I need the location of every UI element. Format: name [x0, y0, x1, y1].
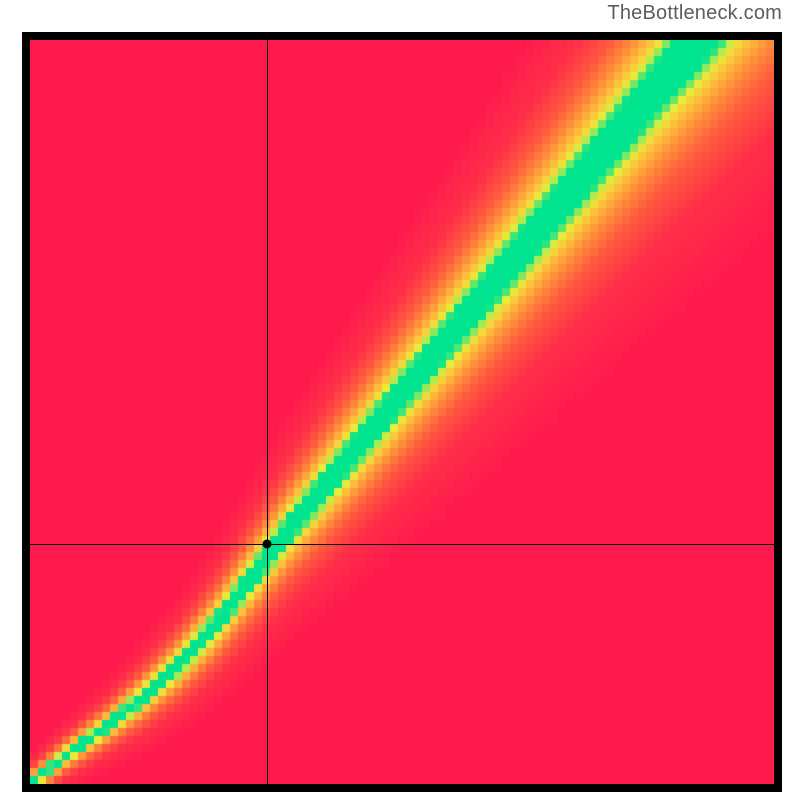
crosshair-horizontal: [30, 544, 774, 545]
selection-marker: [263, 540, 272, 549]
bottleneck-heatmap: [30, 40, 774, 784]
chart-container: TheBottleneck.com: [0, 0, 800, 800]
crosshair-vertical: [267, 40, 268, 784]
watermark-text: TheBottleneck.com: [607, 2, 782, 25]
